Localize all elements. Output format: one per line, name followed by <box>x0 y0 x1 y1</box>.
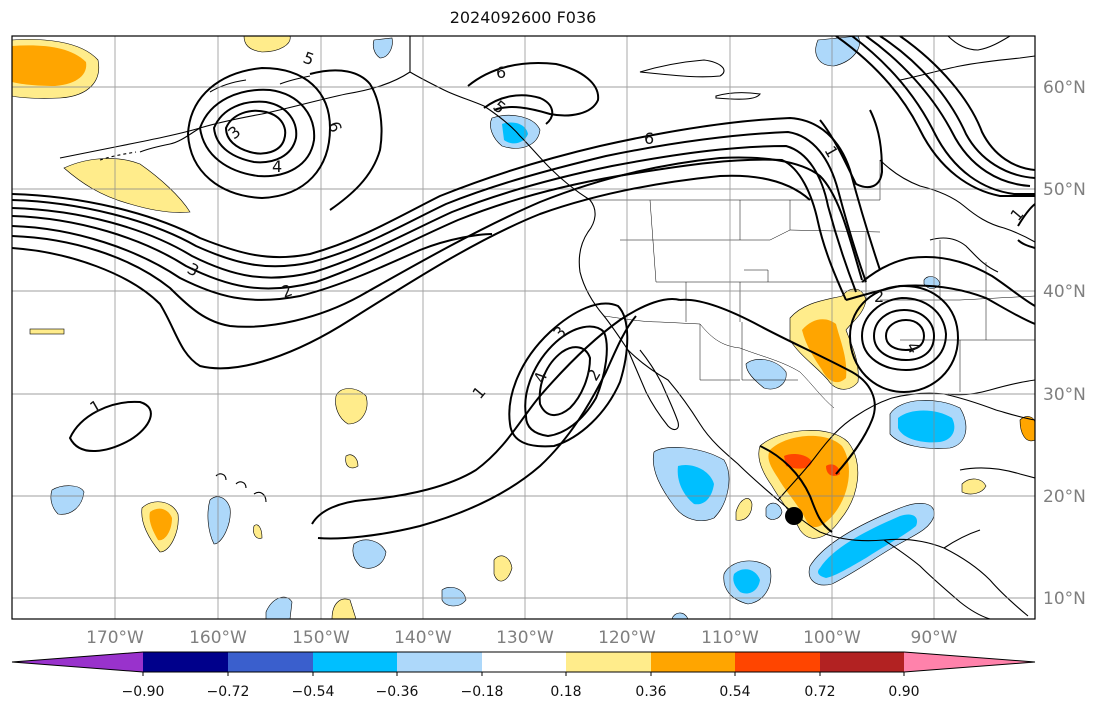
lon-label: 160°W <box>189 628 247 648</box>
lat-label: 40°N <box>1043 282 1086 302</box>
lat-label: 50°N <box>1043 180 1086 200</box>
lat-label: 20°N <box>1043 487 1086 507</box>
colorbar-segment <box>397 652 482 672</box>
contour-lines <box>12 36 1035 540</box>
colorbar-tick-label: −0.18 <box>461 684 504 700</box>
colorbar-segment <box>143 652 228 672</box>
contour-label: 6 <box>644 129 654 148</box>
contour-label: 4 <box>272 157 282 176</box>
colorbar-segment <box>482 652 566 672</box>
lon-label: 150°W <box>292 628 350 648</box>
colorbar-segment <box>651 652 735 672</box>
longitude-labels: 170°W 160°W 150°W 140°W 130°W 120°W 110°… <box>86 628 958 648</box>
colorbar-tick-label: 0.90 <box>888 684 919 700</box>
political-borders <box>409 36 1035 409</box>
colorbar-segment <box>313 652 397 672</box>
colorbar-segment <box>228 652 313 672</box>
colorbar-segment <box>735 652 820 672</box>
colorbar-tick-label: −0.54 <box>292 684 335 700</box>
colorbar-tick-label: 0.54 <box>719 684 750 700</box>
colorbar-tick-label: 0.18 <box>550 684 581 700</box>
colorbar-segment <box>566 652 651 672</box>
colorbar: −0.90 −0.72 −0.54 −0.36 −0.18 0.18 0.36 … <box>11 651 1036 700</box>
lat-label: 60°N <box>1043 78 1086 98</box>
lon-label: 100°W <box>803 628 861 648</box>
lat-label: 10°N <box>1043 589 1086 609</box>
shaded-field <box>12 36 1035 619</box>
colorbar-extend-max <box>904 652 1035 672</box>
contour-label: 6 <box>496 63 506 82</box>
lon-label: 120°W <box>598 628 656 648</box>
lon-label: 90°W <box>911 628 958 648</box>
lon-label: 130°W <box>496 628 554 648</box>
lat-label: 30°N <box>1043 385 1086 405</box>
colorbar-tick-label: 0.36 <box>635 684 666 700</box>
contour-label: 2 <box>874 287 884 306</box>
storm-marker <box>785 507 803 525</box>
latitude-labels: 60°N 50°N 40°N 30°N 20°N 10°N <box>1043 78 1086 609</box>
coastlines <box>59 36 1035 619</box>
lon-label: 140°W <box>394 628 452 648</box>
map-title: 2024092600 F036 <box>449 8 597 27</box>
plot-frame <box>11 35 1036 620</box>
colorbar-segment <box>820 652 904 672</box>
lon-label: 110°W <box>701 628 759 648</box>
colorbar-tick-label: −0.36 <box>376 684 419 700</box>
colorbar-tick-label: −0.72 <box>207 684 250 700</box>
graticule <box>12 36 1035 619</box>
colorbar-tick-label: 0.72 <box>804 684 835 700</box>
lon-label: 170°W <box>86 628 144 648</box>
colorbar-extend-min <box>12 652 143 672</box>
colorbar-tick-label: −0.90 <box>122 684 165 700</box>
